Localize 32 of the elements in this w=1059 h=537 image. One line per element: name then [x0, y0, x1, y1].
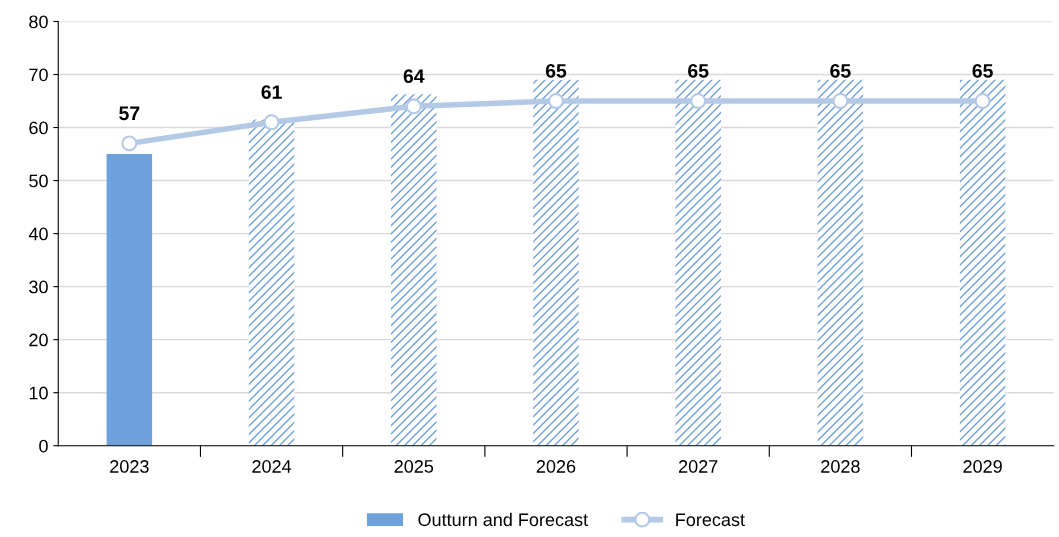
y-tick-label: 70 — [29, 68, 48, 82]
x-tick-label: 2028 — [821, 460, 860, 473]
x-tick-label: 2025 — [394, 460, 434, 473]
y-tick-label: 10 — [29, 386, 48, 400]
x-tick-label: 2024 — [252, 460, 292, 473]
data-label: 65 — [545, 63, 567, 78]
y-tick-label: 60 — [29, 121, 48, 135]
y-tick-label: 40 — [28, 227, 48, 241]
y-tick-label: 20 — [29, 333, 48, 347]
y-tick-label: 30 — [29, 280, 48, 294]
point — [263, 114, 280, 131]
y-tick-label: 50 — [29, 174, 48, 188]
data-label: 57 — [119, 106, 140, 121]
x-tick-label: 2023 — [110, 460, 149, 473]
point — [547, 93, 564, 110]
x-tick-label: 2026 — [536, 460, 576, 473]
data-label: 65 — [688, 63, 709, 78]
y-tick-label: 0 — [39, 439, 48, 453]
point — [974, 93, 991, 110]
data-label: 65 — [830, 63, 851, 78]
point — [832, 93, 849, 110]
point — [121, 135, 138, 152]
data-label: 64 — [403, 69, 425, 84]
legend-label: Outturn and Forecast — [418, 512, 588, 527]
point — [690, 93, 707, 110]
legend-label: Forecast — [676, 513, 745, 527]
data-label: 61 — [261, 85, 282, 99]
point — [405, 98, 422, 115]
y-tick-label: 80 — [29, 15, 48, 29]
data-label: 65 — [972, 63, 993, 78]
x-tick-label: 2029 — [963, 460, 1002, 473]
x-tick-label: 2027 — [679, 460, 718, 473]
